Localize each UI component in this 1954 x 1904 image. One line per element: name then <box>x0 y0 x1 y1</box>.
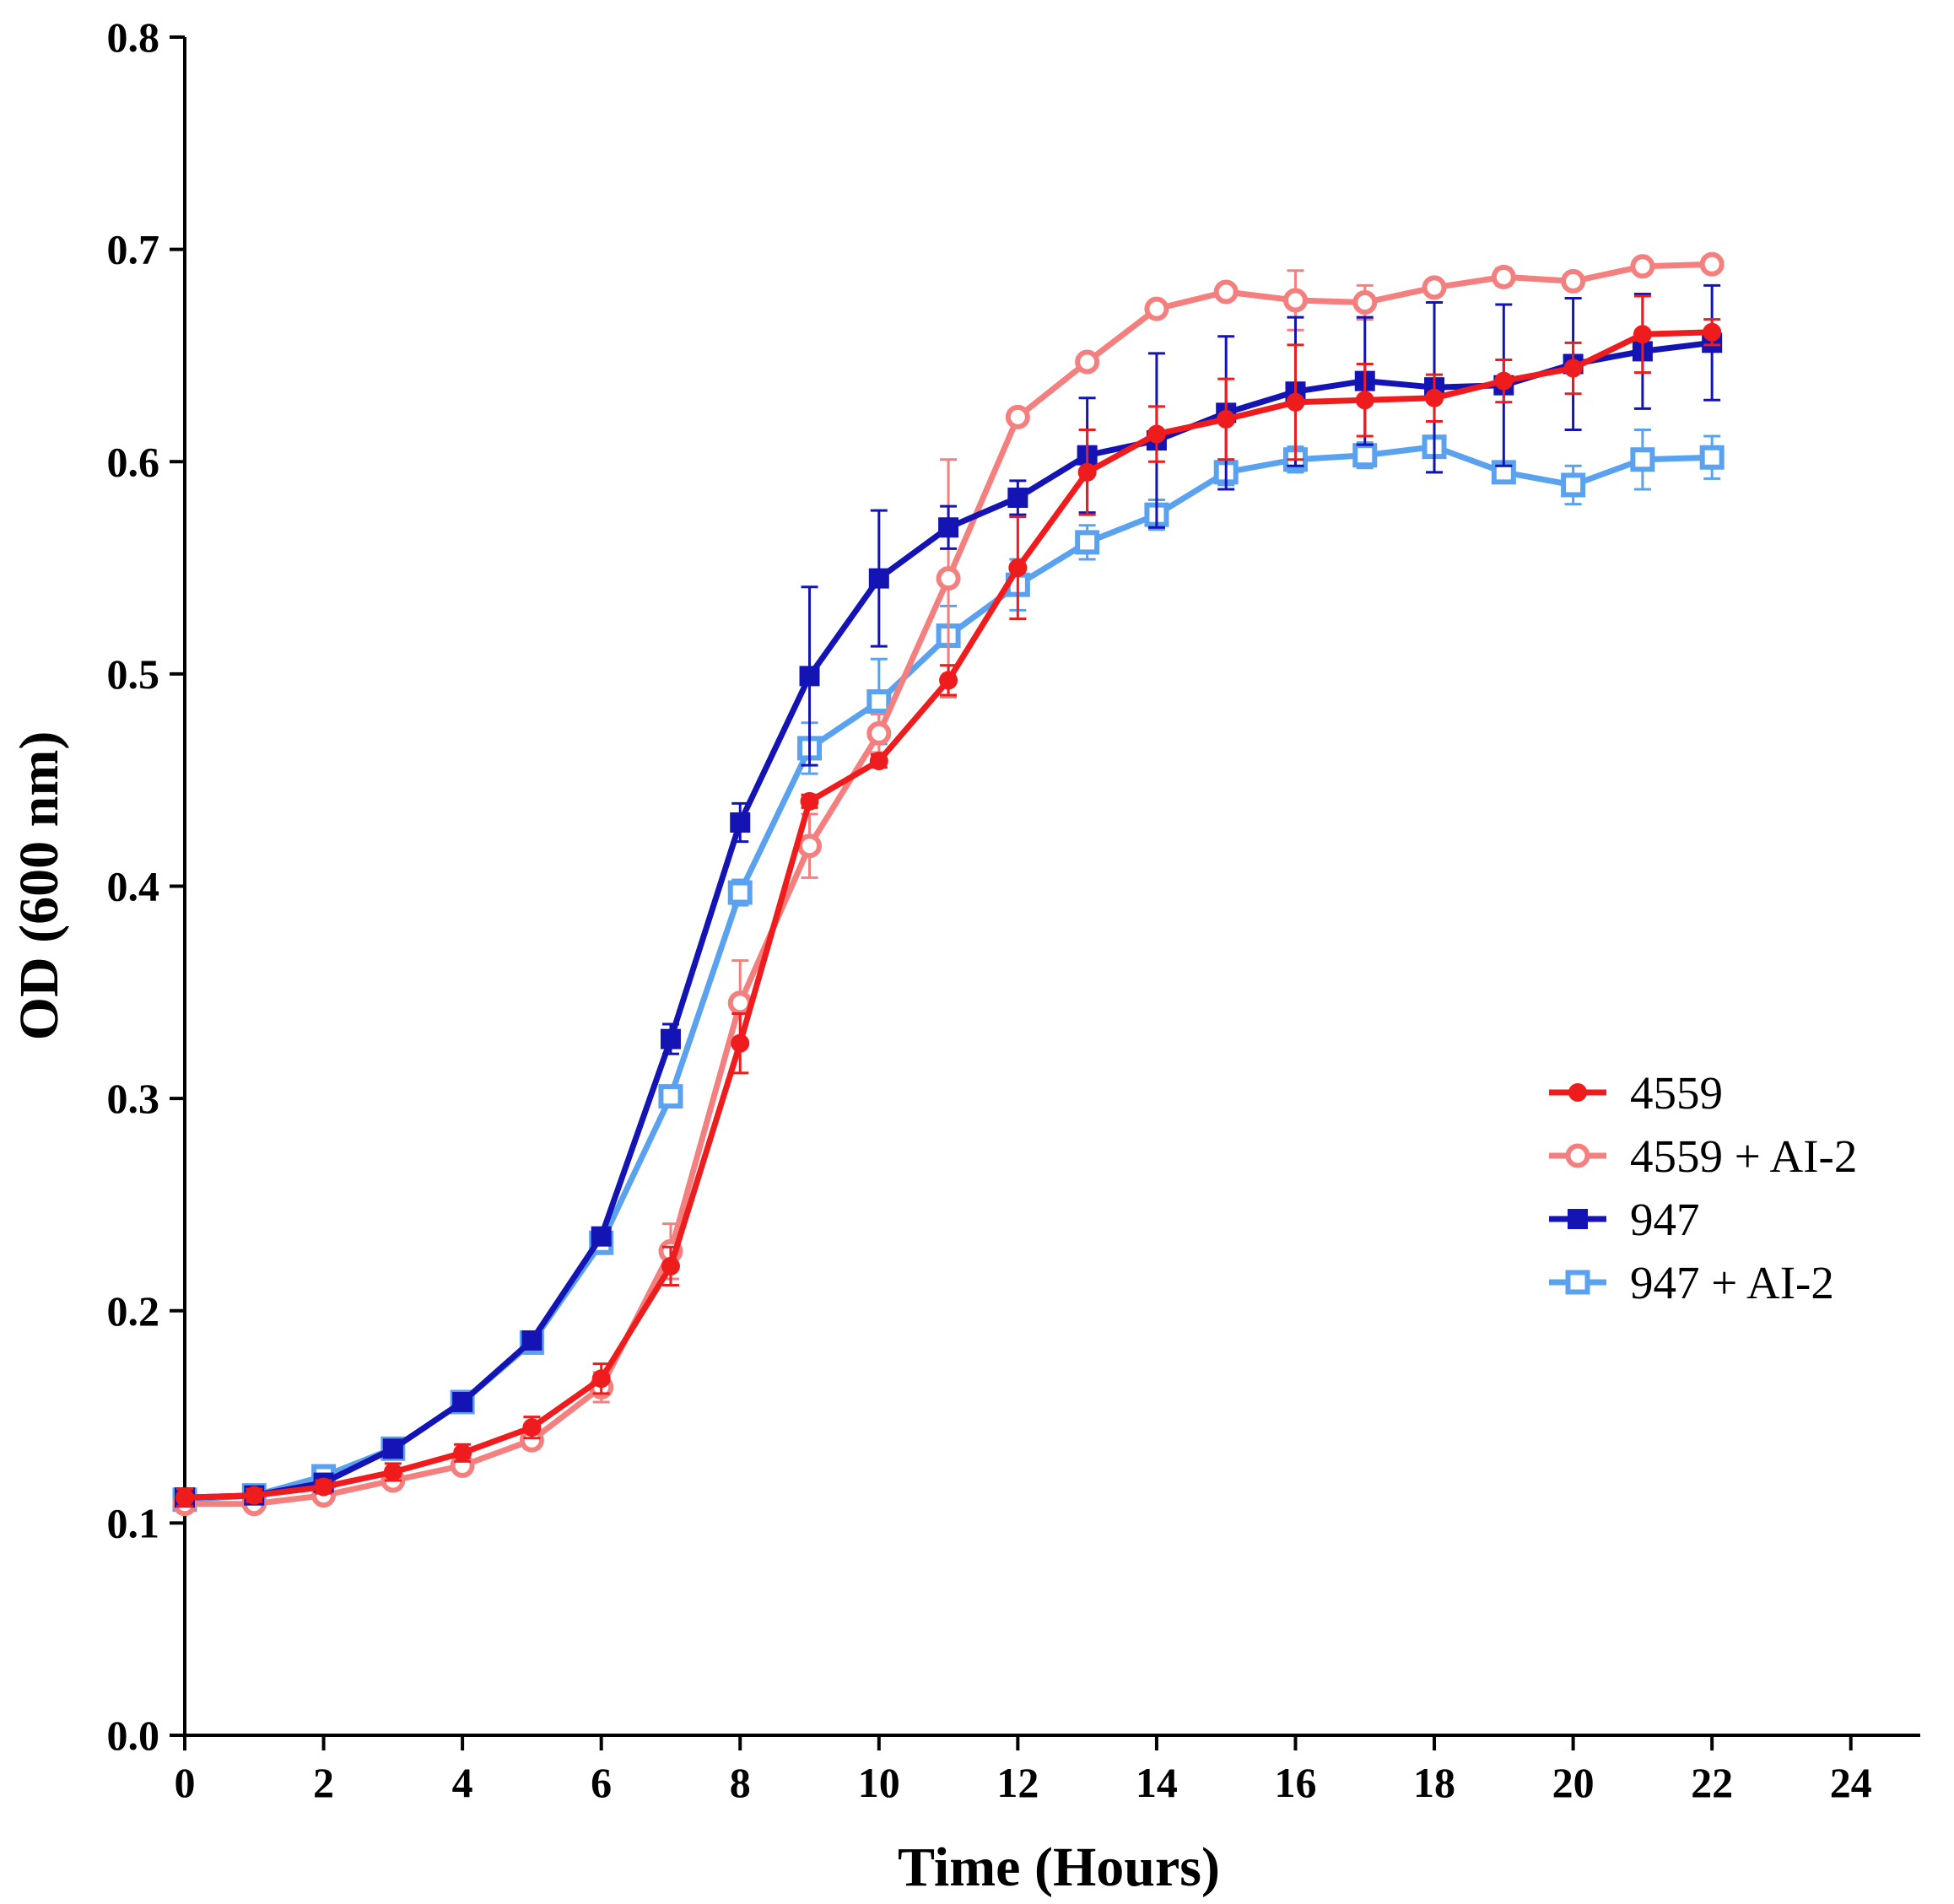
data-point <box>727 880 753 905</box>
legend-label: 4559 <box>1630 1067 1723 1119</box>
legend-marker <box>1568 1209 1588 1229</box>
y-tick-label: 0.4 <box>107 863 160 910</box>
y-tick-label: 0.6 <box>107 438 160 485</box>
legend-marker <box>1565 1270 1590 1295</box>
data-point <box>1282 288 1308 313</box>
y-tick-label: 0.1 <box>107 1499 160 1546</box>
data-point <box>800 791 819 811</box>
x-tick-label: 24 <box>1830 1759 1872 1806</box>
data-point <box>866 720 892 746</box>
data-point <box>1217 409 1236 429</box>
data-point <box>1699 251 1725 277</box>
x-tick-label: 8 <box>730 1759 751 1806</box>
data-point <box>939 671 958 690</box>
data-point <box>1563 359 1583 378</box>
y-tick-label: 0.2 <box>107 1287 160 1335</box>
x-tick-label: 22 <box>1691 1759 1733 1806</box>
data-point <box>1491 264 1516 289</box>
data-point <box>1703 322 1722 342</box>
data-point <box>658 1084 683 1109</box>
y-tick-label: 0.0 <box>107 1712 160 1759</box>
legend-label: 947 <box>1630 1194 1700 1245</box>
data-point <box>938 517 959 538</box>
x-axis-ticks: 0 2 4 6 8 10 12 14 16 18 20 22 24 <box>175 1735 1872 1806</box>
legend-item: 947 <box>1549 1194 1700 1245</box>
data-point <box>522 1418 542 1437</box>
data-point <box>175 1488 194 1508</box>
data-point <box>521 1330 542 1351</box>
legend-label: 947 + AI-2 <box>1630 1257 1834 1308</box>
series-4559 <box>175 294 1722 1508</box>
data-point <box>1633 325 1652 344</box>
y-tick-label: 0.3 <box>107 1075 160 1122</box>
x-tick-label: 12 <box>996 1759 1039 1806</box>
y-tick-label: 0.8 <box>107 13 160 61</box>
x-tick-label: 6 <box>591 1759 612 1806</box>
data-point <box>1355 391 1374 410</box>
data-point <box>1630 447 1655 472</box>
data-point <box>661 1256 680 1276</box>
x-tick-label: 4 <box>452 1759 473 1806</box>
data-point <box>1352 290 1378 316</box>
legend-item: 4559 + AI-2 <box>1549 1130 1857 1182</box>
data-point <box>382 1438 403 1459</box>
y-tick-label: 0.5 <box>107 650 160 698</box>
data-point <box>314 1477 333 1497</box>
data-point <box>1075 349 1100 375</box>
data-point <box>1425 388 1444 407</box>
legend-marker <box>1565 1143 1590 1168</box>
data-point <box>383 1462 402 1481</box>
legend-label: 4559 + AI-2 <box>1630 1130 1857 1182</box>
data-point <box>1699 445 1725 470</box>
x-tick-label: 2 <box>313 1759 334 1806</box>
series-line <box>185 261 1713 1508</box>
data-point <box>452 1391 473 1412</box>
x-axis-title: Time (Hours) <box>898 1837 1220 1898</box>
data-point <box>1005 404 1030 429</box>
data-point <box>936 566 961 591</box>
data-point <box>868 568 889 589</box>
data-point <box>453 1443 472 1463</box>
data-point <box>1286 392 1305 412</box>
data-point <box>1144 296 1169 321</box>
data-point <box>1075 530 1100 555</box>
plot-series <box>172 251 1725 1517</box>
data-point <box>1008 558 1028 578</box>
data-point <box>797 833 823 859</box>
data-point <box>1494 371 1514 391</box>
data-point <box>1007 488 1028 509</box>
data-point <box>1561 472 1586 498</box>
x-tick-label: 10 <box>858 1759 900 1806</box>
data-point <box>1422 275 1447 300</box>
data-point <box>799 666 820 687</box>
legend: 4559 4559 + AI-2 947 947 + AI-2 <box>1549 1067 1857 1308</box>
data-point <box>1352 443 1378 468</box>
data-point <box>1213 279 1239 305</box>
legend-item: 4559 <box>1549 1067 1723 1119</box>
data-point <box>1561 268 1586 294</box>
data-point <box>869 752 888 771</box>
data-point <box>591 1226 612 1247</box>
data-point <box>866 689 892 715</box>
data-point <box>1147 424 1166 444</box>
x-tick-label: 16 <box>1274 1759 1316 1806</box>
data-point <box>245 1486 264 1505</box>
x-tick-label: 0 <box>175 1759 196 1806</box>
x-tick-label: 18 <box>1413 1759 1455 1806</box>
x-tick-label: 20 <box>1552 1759 1595 1806</box>
y-tick-label: 0.7 <box>107 226 160 273</box>
y-axis-title: OD (600 nm) <box>8 731 70 1041</box>
legend-item: 947 + AI-2 <box>1549 1257 1834 1308</box>
y-axis-ticks: 0.0 0.1 0.2 0.3 0.4 0.5 0.6 0.7 0.8 <box>107 13 185 1759</box>
data-point <box>660 1028 681 1049</box>
data-point <box>1630 254 1655 279</box>
series-4559-ai-2 <box>172 251 1725 1517</box>
legend-marker <box>1568 1083 1587 1102</box>
x-tick-label: 14 <box>1136 1759 1178 1806</box>
data-point <box>731 1033 750 1053</box>
data-point <box>591 1369 611 1389</box>
data-point <box>730 812 751 833</box>
data-point <box>1077 462 1097 482</box>
